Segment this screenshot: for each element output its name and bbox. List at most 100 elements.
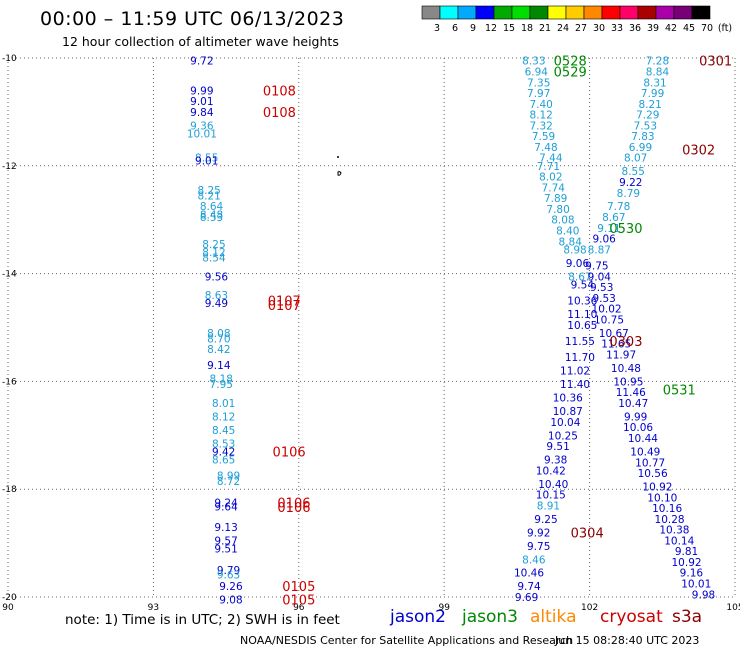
swh-point: 9.53: [590, 282, 613, 294]
pass-time-label: 0304: [571, 526, 604, 541]
scale-label: 36: [629, 23, 641, 34]
pass-time-label: 0530: [609, 222, 642, 237]
pass-time-label: 0107: [268, 299, 301, 314]
legend-altika: altika: [530, 607, 577, 627]
page-title: 00:00 – 11:59 UTC 06/13/2023: [40, 8, 345, 30]
generation-timestamp: Jun 15 08:28:40 UTC 2023: [555, 634, 700, 647]
swh-point: 7.29: [636, 110, 659, 122]
swh-point: 8.64: [200, 201, 224, 213]
swh-point: 10.10: [647, 492, 677, 504]
swh-point: 10.02: [592, 304, 622, 316]
scale-label: 45: [683, 23, 695, 34]
swh-point: 7.35: [527, 77, 550, 89]
swh-point: 9.36: [190, 120, 214, 132]
swh-point: 8.42: [207, 344, 230, 356]
pass-time-label: 0531: [663, 383, 696, 398]
swh-point: 8.70: [207, 333, 230, 345]
swh-point: 9.74: [517, 581, 541, 593]
swh-point: 8.84: [646, 66, 670, 78]
page-subtitle: 12 hour collection of altimeter wave hei…: [62, 34, 339, 49]
swh-point: 11.02: [560, 366, 590, 378]
swh-point: 9.26: [219, 581, 243, 593]
swh-point: 8.25: [197, 185, 220, 197]
swh-point: 9.99: [190, 85, 213, 97]
scale-label: 21: [539, 23, 551, 34]
swh-point: 7.83: [631, 131, 654, 143]
color-scale-bar: 3 6 9 12 15 18 21 24 27 30 33 36 39 42 45 70 (ft): [421, 5, 732, 34]
scale-label: 9: [470, 23, 476, 34]
swh-point: 9.57: [214, 535, 237, 547]
swh-point: 8.67: [568, 271, 591, 283]
pass-time-label: 0105: [282, 580, 315, 595]
scale-label: 27: [575, 23, 587, 34]
scale-label: 42: [665, 23, 677, 34]
lat-tick-label: -10: [2, 54, 17, 64]
swh-point: 10.92: [672, 557, 702, 569]
pass-time-label: 0106: [277, 501, 310, 516]
swh-point: 8.79: [617, 188, 640, 200]
swh-point: 8.54: [202, 252, 226, 264]
swh-point: 7.32: [529, 120, 552, 132]
pass-time-label: 0106: [277, 497, 310, 512]
scale-label: 3: [434, 23, 440, 34]
pass-time-label: 0528: [554, 55, 587, 70]
swh-point: 10.01: [187, 128, 217, 140]
swh-point: 8.25: [202, 239, 225, 251]
legend-jason2: jason2: [390, 607, 446, 627]
swh-point: 11.70: [565, 352, 595, 364]
swh-point: 9.79: [217, 565, 240, 577]
scale-label: 12: [485, 23, 497, 34]
swh-point: 9.25: [534, 514, 557, 526]
swh-point: 9.01: [195, 155, 218, 167]
swh-point: 11.10: [567, 309, 597, 321]
lon-tick-label: 96: [293, 603, 305, 613]
swh-point: 11.40: [560, 379, 590, 391]
swh-point: 9.53: [592, 293, 615, 305]
swh-point: 10.01: [681, 579, 711, 591]
swh-point: 7.89: [544, 193, 567, 205]
swh-point: 11.65: [601, 339, 631, 351]
swh-point: 9.11: [597, 223, 620, 235]
lon-tick-label: 105: [726, 603, 740, 613]
swh-point: 6.94: [525, 66, 549, 78]
swh-point: 8.67: [602, 212, 625, 224]
pass-time-label: 0106: [273, 445, 306, 460]
island-mark: [337, 156, 339, 158]
swh-point: 10.67: [599, 328, 629, 340]
swh-point: 10.16: [652, 503, 682, 515]
swh-point: 9.75: [527, 541, 550, 553]
swh-point: 8.99: [217, 471, 240, 483]
swh-point: 7.99: [641, 88, 664, 100]
swh-point: 8.12: [212, 411, 235, 423]
swh-point: 10.48: [611, 363, 641, 375]
swh-point: 10.15: [536, 490, 566, 502]
swh-point: 10.36: [553, 393, 583, 405]
swh-point: 10.65: [567, 320, 597, 332]
swh-point: 9.51: [546, 441, 569, 453]
footer-note: note: 1) Time is in UTC; 2) SWH is in fe…: [65, 612, 340, 628]
lon-tick-label: 99: [438, 603, 450, 613]
swh-point: 8.45: [212, 425, 235, 437]
swh-point: 8.46: [522, 554, 546, 566]
scale-label: 24: [557, 23, 569, 34]
swh-point: 8.18: [210, 374, 233, 386]
lat-tick-label: -14: [2, 270, 17, 280]
swh-point: 9.72: [190, 56, 213, 68]
swh-point: 9.63: [217, 569, 240, 581]
pass-time-label: 0107: [268, 295, 301, 310]
swh-point: 9.56: [205, 271, 229, 283]
swh-point: 7.40: [529, 99, 552, 111]
swh-point: 10.04: [550, 417, 580, 429]
pass-time-label: 0529: [554, 65, 587, 80]
swh-point: 10.28: [655, 514, 685, 526]
swh-point: 8.87: [588, 244, 611, 256]
swh-point: 9.51: [214, 543, 237, 555]
pass-time-label: 0108: [263, 84, 296, 99]
swh-point: 8.53: [200, 212, 223, 224]
swh-point: 9.84: [190, 107, 214, 119]
swh-point: 7.28: [646, 56, 669, 68]
scale-label: 33: [611, 23, 623, 34]
swh-point: 7.44: [539, 153, 563, 165]
scale-swatch: [691, 5, 711, 20]
